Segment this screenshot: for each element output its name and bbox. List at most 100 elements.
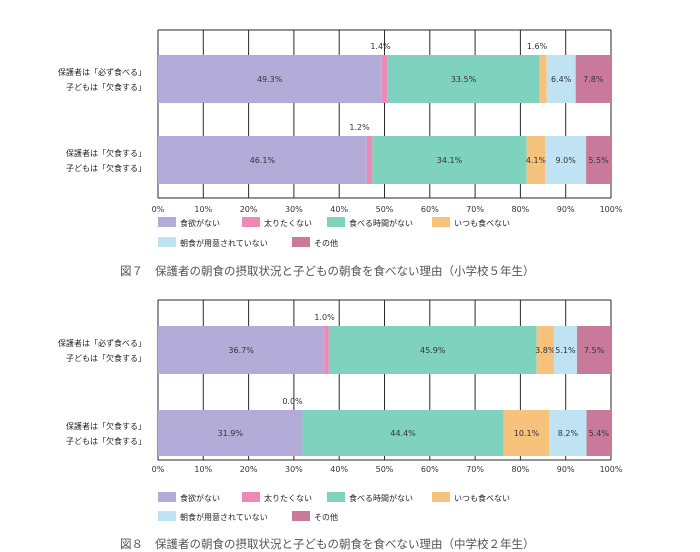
- legend-item: 食欲がない: [158, 217, 220, 228]
- bar-segment: [586, 136, 611, 184]
- legend-label: 朝食が用意されていない: [180, 512, 268, 522]
- legend-item: 食べる時間がない: [327, 492, 413, 503]
- x-tick-label: 80%: [512, 205, 530, 214]
- chart-1: 49.3% 1.4% 33.5% 1.6% 6.4% 7.8% 保護者は「必ず食べる」子ども…: [58, 29, 623, 278]
- bar-segment: [372, 136, 527, 184]
- bar-row-1: 49.3% 1.4% 33.5% 1.6% 6.4% 7.8% 保護者は「必ず食べる」子ども…: [58, 42, 611, 103]
- legend-label: その他: [314, 238, 338, 248]
- x-tick-label: 0%: [152, 205, 165, 214]
- x-tick-label: 100%: [600, 205, 623, 214]
- bar-value-label: 10.1%: [514, 429, 540, 438]
- legend-swatch: [327, 217, 345, 227]
- category-label: 保護者は「欠食する」: [66, 148, 146, 158]
- bar-value-label: 34.1%: [437, 156, 463, 165]
- legend-label: 食欲がない: [180, 493, 220, 503]
- bar-value-label: 7.5%: [584, 346, 605, 355]
- bar-segment: [158, 136, 367, 184]
- legend-swatch: [242, 217, 260, 227]
- bar-value-label: 8.2%: [558, 429, 579, 438]
- bar-value-label: 36.7%: [228, 346, 254, 355]
- bar-value-label: 1.2%: [349, 123, 370, 132]
- legend-label: 食欲がない: [180, 218, 220, 228]
- legend-item: 太りたくない: [242, 492, 312, 503]
- bar-row-2: 31.9% 0.0% 44.4% 10.1% 8.2% 5.4% 保護者は「欠食する」子ども…: [66, 397, 611, 456]
- bar-row-2: 46.1% 1.2% 34.1% 4.1% 9.0% 5.5% 保護者は「欠食する」子どもは…: [66, 123, 611, 184]
- x-tick-label: 60%: [421, 205, 439, 214]
- bar-segment: [577, 326, 611, 374]
- legend-swatch: [292, 511, 310, 521]
- legend-item: 太りたくない: [242, 217, 312, 228]
- bar-segment: [553, 326, 578, 374]
- bar-segment: [539, 55, 547, 103]
- legend-item: その他: [292, 511, 338, 522]
- legend-label: いつも食べない: [454, 218, 510, 228]
- bar-segment: [387, 55, 540, 103]
- bar-segment: [586, 410, 611, 456]
- bar-value-label: 6.4%: [551, 75, 572, 84]
- legend-item: いつも食べない: [432, 217, 510, 228]
- x-tick-label: 30%: [285, 465, 303, 474]
- bar-value-label: 1.6%: [527, 42, 548, 51]
- caption-text: 保護者の朝食の摂取状況と子どもの朝食を食べない理由（小学校５年生）: [155, 264, 535, 278]
- legend-label: 朝食が用意されていない: [180, 238, 268, 248]
- x-tick-label: 60%: [421, 465, 439, 474]
- x-tick-label: 70%: [466, 205, 484, 214]
- bar-value-label: 45.9%: [420, 346, 446, 355]
- legend-item: 朝食が用意されていない: [158, 237, 268, 248]
- x-tick-label: 100%: [600, 465, 623, 474]
- bar-segment: [158, 326, 325, 374]
- bar-segment: [302, 410, 504, 456]
- bar-value-label: 7.8%: [583, 75, 604, 84]
- bar-segment: [546, 55, 576, 103]
- caption-text: 保護者の朝食の摂取状況と子どもの朝食を食べない理由（中学校２年生）: [155, 537, 535, 551]
- x-tick-label: 50%: [376, 465, 394, 474]
- bar-value-label: 1.4%: [370, 42, 391, 51]
- x-tick-label: 70%: [466, 465, 484, 474]
- bar-segment: [158, 410, 303, 456]
- bar-segment: [526, 136, 546, 184]
- bar-value-label: 33.5%: [451, 75, 477, 84]
- legend-label: その他: [314, 512, 338, 522]
- bar-value-label: 9.0%: [556, 156, 577, 165]
- x-tick-label: 10%: [194, 465, 212, 474]
- legend-label: 太りたくない: [264, 218, 312, 228]
- x-tick-label: 90%: [557, 465, 575, 474]
- bar-value-label: 5.1%: [555, 346, 576, 355]
- bar-value-label: 4.1%: [526, 156, 547, 165]
- figure-caption: 図８ 保護者の朝食の摂取状況と子どもの朝食を食べない理由（中学校２年生）: [120, 537, 535, 551]
- bar-value-label: 46.1%: [250, 156, 276, 165]
- x-tick-label: 20%: [240, 205, 258, 214]
- bar-value-label: 44.4%: [390, 429, 416, 438]
- x-tick-label: 90%: [557, 205, 575, 214]
- legend-label: 太りたくない: [264, 493, 312, 503]
- bar-value-label: 5.4%: [589, 429, 610, 438]
- bar-segment: [503, 410, 550, 456]
- legend-item: 食欲がない: [158, 492, 220, 503]
- legend-label: 食べる時間がない: [349, 493, 413, 503]
- category-label: 子どもは「欠食する」: [66, 82, 146, 92]
- bar-row-1: 36.7% 1.0% 45.9% 3.8% 5.1% 7.5% 保護者は「必ず食べる」子ども…: [58, 313, 611, 374]
- category-label: 子どもは「欠食する」: [66, 353, 146, 363]
- bar-segment: [328, 326, 537, 374]
- legend-swatch: [242, 492, 260, 502]
- category-label: 保護者は「必ず食べる」: [58, 338, 146, 348]
- bar-segment: [366, 136, 373, 184]
- bar-value-label: 5.5%: [588, 156, 609, 165]
- bar-value-label: 49.3%: [257, 75, 283, 84]
- bar-value-label: 1.0%: [314, 313, 335, 322]
- x-tick-label: 80%: [512, 465, 530, 474]
- x-tick-label: 40%: [330, 205, 348, 214]
- chart-2: 36.7% 1.0% 45.9% 3.8% 5.1% 7.5% 保護者は「必ず食べる」子ども…: [58, 299, 623, 551]
- legend-item: 食べる時間がない: [327, 217, 413, 228]
- bar-segment: [158, 55, 382, 103]
- legend-swatch: [432, 492, 450, 502]
- bar-value-label: 3.8%: [535, 346, 556, 355]
- x-tick-label: 20%: [240, 465, 258, 474]
- legend-item: 朝食が用意されていない: [158, 511, 268, 522]
- legend-item: いつも食べない: [432, 492, 510, 503]
- legend-swatch: [432, 217, 450, 227]
- legend-swatch: [158, 217, 176, 227]
- caption-number: 図７: [120, 264, 143, 278]
- figure-caption: 図７ 保護者の朝食の摂取状況と子どもの朝食を食べない理由（小学校５年生）: [120, 264, 535, 278]
